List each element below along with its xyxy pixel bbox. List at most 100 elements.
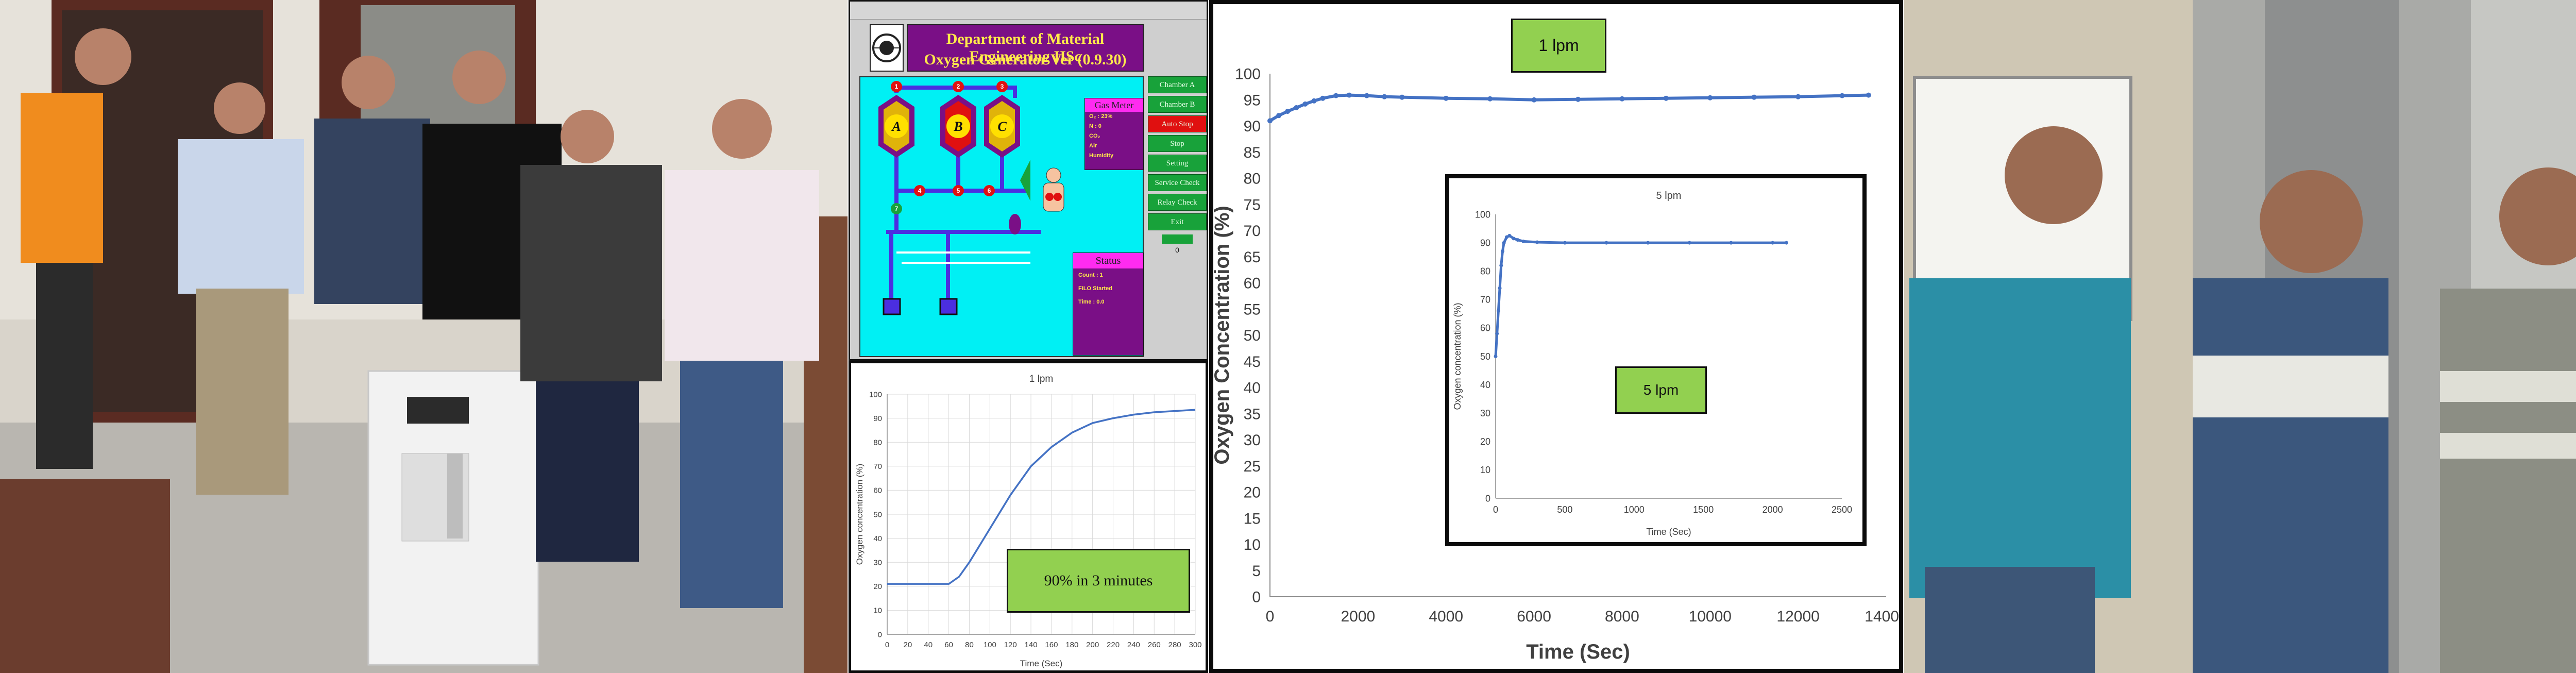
data-point bbox=[1507, 233, 1512, 238]
y-tick-label: 40 bbox=[1480, 380, 1490, 390]
data-point bbox=[1399, 94, 1405, 100]
x-tick-label: 4000 bbox=[1429, 608, 1463, 625]
x-tick-label: 200 bbox=[1086, 641, 1099, 649]
chamber-a-button[interactable]: Chamber A bbox=[1148, 76, 1207, 93]
oxygen-generator-hmi: Department of Material Engineering IISc … bbox=[849, 0, 1208, 361]
x-tick-label: 20 bbox=[904, 641, 912, 649]
y-axis-label: Oxygen concentration (%) bbox=[1452, 302, 1463, 410]
x-tick-label: 80 bbox=[965, 641, 974, 649]
data-point bbox=[1267, 118, 1273, 124]
y-tick-label: 80 bbox=[1480, 266, 1490, 277]
chart-5lpm-inset: 0 10 20 30 40 50 60 70 80 90 100 0 500 1000 1500 2000 25… bbox=[1445, 174, 1867, 546]
y-tick-label: 35 bbox=[1244, 406, 1261, 423]
gas-meter-n: N : 0 bbox=[1089, 123, 1101, 129]
chart-1lpm-long-run: 0 5 10 15 20 25 30 35 40 45 50 55 60 65 70 75 80 85 90 95 10… bbox=[1209, 0, 1903, 673]
y-tick-label: 100 bbox=[869, 390, 882, 399]
status-time: Time : 0.0 bbox=[1078, 299, 1105, 305]
data-point bbox=[1495, 331, 1499, 335]
process-diagram: A B C 1 2 3 4 5 bbox=[878, 81, 1064, 315]
x-tick-label: 240 bbox=[1127, 641, 1140, 649]
y-tick-label: 60 bbox=[1480, 323, 1490, 333]
x-tick-label: 100 bbox=[984, 641, 996, 649]
data-point bbox=[1496, 309, 1500, 313]
service-check-button[interactable]: Service Check bbox=[1148, 174, 1207, 191]
y-tick-label: 90 bbox=[1480, 238, 1490, 248]
hmi-header: Department of Material Engineering IISc … bbox=[907, 24, 1144, 72]
stop-button[interactable]: Stop bbox=[1148, 135, 1207, 152]
auto-stop-button[interactable]: Auto Stop bbox=[1148, 115, 1207, 132]
compressor-1-icon bbox=[883, 298, 901, 315]
chart-title: 5 lpm bbox=[1656, 190, 1682, 201]
valve-2-label: 2 bbox=[957, 83, 960, 90]
gas-meter-o2: O₂ : 23% bbox=[1089, 113, 1113, 120]
series-trace bbox=[1494, 234, 1787, 357]
relay-check-button[interactable]: Relay Check bbox=[1148, 194, 1207, 211]
y-tick-label: 15 bbox=[1244, 510, 1261, 527]
valve-7-label: 7 bbox=[895, 205, 899, 212]
indicator-bar bbox=[1162, 234, 1193, 244]
valve-5-label: 5 bbox=[957, 187, 960, 194]
chamber-c: C bbox=[984, 94, 1020, 158]
x-tick-label: 60 bbox=[944, 641, 953, 649]
valve-4-label: 4 bbox=[918, 187, 922, 194]
data-point bbox=[1500, 249, 1504, 254]
x-tick-label: 0 bbox=[885, 641, 889, 649]
y-tick-label: 75 bbox=[1244, 196, 1261, 213]
annotation-90pct-3min-text: 90% in 3 minutes bbox=[1044, 572, 1153, 589]
x-tick-label: 300 bbox=[1189, 641, 1201, 649]
y-tick-label: 10 bbox=[1480, 465, 1490, 475]
hmi-version: Oxygen Generator Ver (0.9.30) bbox=[924, 51, 1127, 68]
chart-title: 1 lpm bbox=[1029, 374, 1053, 384]
data-point bbox=[1311, 98, 1317, 104]
annotation-5lpm: 5 lpm bbox=[1615, 366, 1707, 414]
y-tick-label: 90 bbox=[873, 414, 882, 423]
x-tick-label: 0 bbox=[1493, 504, 1498, 515]
y-tick-label: 30 bbox=[1244, 432, 1261, 449]
x-tick-label: 40 bbox=[924, 641, 933, 649]
gas-meter-humidity: Humidity bbox=[1089, 153, 1114, 159]
x-tick-label: 1000 bbox=[1624, 504, 1645, 515]
x-tick-label: 220 bbox=[1107, 641, 1120, 649]
data-point bbox=[1619, 96, 1625, 102]
y-tick-label: 25 bbox=[1244, 458, 1261, 475]
x-tick-label: 140 bbox=[1025, 641, 1038, 649]
data-point bbox=[1839, 93, 1845, 98]
status-state: FILO Started bbox=[1078, 285, 1113, 292]
series-line bbox=[887, 409, 1196, 585]
data-point bbox=[1364, 93, 1369, 98]
team-photo-right bbox=[1904, 0, 2576, 673]
x-tick-label: 160 bbox=[1045, 641, 1058, 649]
data-point bbox=[1729, 241, 1733, 245]
x-tick-label: 1500 bbox=[1693, 504, 1714, 515]
y-tick-label: 20 bbox=[873, 582, 882, 591]
y-tick-label: 10 bbox=[1244, 536, 1261, 553]
gas-meter-co2: CO₂ bbox=[1089, 133, 1100, 139]
x-axis-label: Time (Sec) bbox=[1646, 527, 1691, 537]
exit-button[interactable]: Exit bbox=[1148, 213, 1207, 230]
x-tick-label: 500 bbox=[1557, 504, 1572, 515]
data-point bbox=[1646, 241, 1650, 245]
x-tick-label: 180 bbox=[1065, 641, 1078, 649]
y-tick-label: 50 bbox=[1480, 351, 1490, 362]
x-axis-label: Time (Sec) bbox=[1526, 641, 1630, 663]
control-buttons: Chamber A Chamber B Auto Stop Stop Setti… bbox=[1148, 76, 1207, 254]
valve-6-label: 6 bbox=[988, 187, 991, 194]
y-tick-label: 40 bbox=[1244, 380, 1261, 397]
y-tick-label: 55 bbox=[1244, 301, 1261, 318]
data-point bbox=[1512, 237, 1516, 241]
y-tick-label: 40 bbox=[873, 534, 882, 543]
annotation-5lpm-text: 5 lpm bbox=[1643, 382, 1679, 398]
y-tick-label: 0 bbox=[1252, 589, 1261, 606]
y-tick-label: 20 bbox=[1244, 484, 1261, 501]
y-tick-label: 80 bbox=[873, 438, 882, 447]
chamber-b-button[interactable]: Chamber B bbox=[1148, 96, 1207, 113]
data-point bbox=[1276, 113, 1282, 119]
y-tick-label: 30 bbox=[873, 558, 882, 567]
y-tick-label: 50 bbox=[1244, 327, 1261, 344]
annotation-90pct-3min: 90% in 3 minutes bbox=[1007, 549, 1190, 613]
x-tick-label: 2000 bbox=[1762, 504, 1783, 515]
chart-1lpm-startup: 0 10 20 30 40 50 60 70 80 90 100 0 20 40 60 80 100 120 140… bbox=[849, 361, 1208, 673]
setting-button[interactable]: Setting bbox=[1148, 155, 1207, 172]
data-point bbox=[1502, 241, 1506, 245]
chamber-a-label: A bbox=[891, 119, 901, 134]
